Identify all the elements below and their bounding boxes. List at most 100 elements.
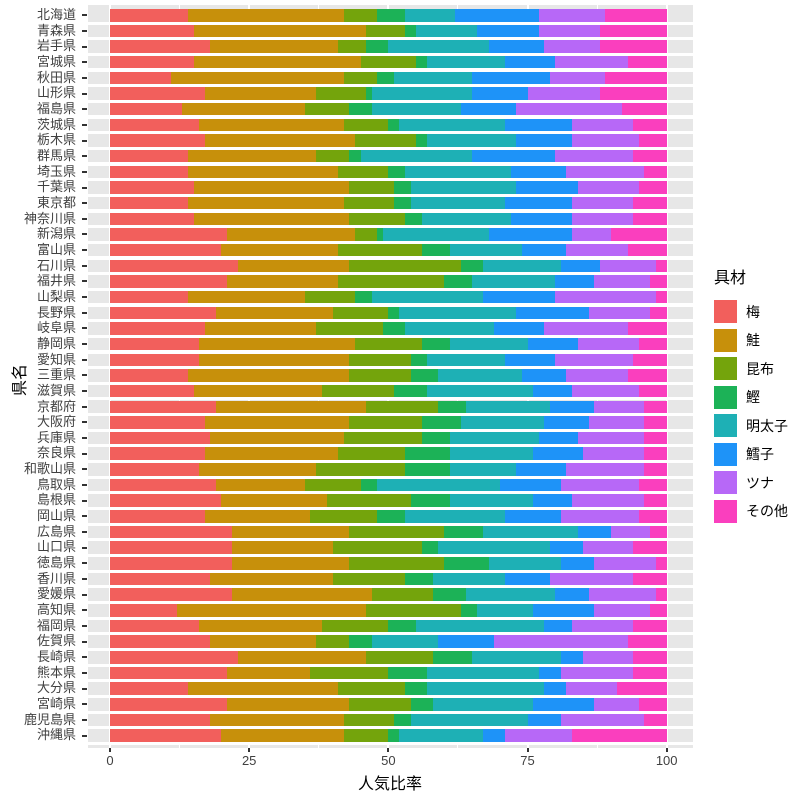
bar-segment-鮭 [238, 259, 350, 273]
y-axis-tick [82, 92, 87, 95]
bar-segment-梅 [110, 322, 205, 335]
bar-segment-鰹 [432, 651, 472, 664]
bar-segment-その他 [644, 463, 667, 476]
bar-segment-その他 [644, 431, 667, 445]
bar-segment-昆布 [366, 24, 406, 38]
y-axis-label: 宮城県 [36, 53, 76, 69]
bar-segment-鱈子 [533, 494, 573, 507]
bar-segment-鰹 [405, 447, 450, 460]
bar-segment-ツナ [577, 181, 639, 194]
bar-segment-その他 [649, 525, 667, 539]
x-axis-title: 人気比率 [357, 776, 422, 793]
bar-segment-昆布 [338, 275, 444, 288]
bar-segment-鱈子 [494, 322, 545, 335]
y-axis-tick [82, 421, 87, 424]
bar-segment-梅 [110, 71, 172, 85]
bar-segment-ツナ [560, 666, 634, 680]
y-axis-label: 山形県 [36, 85, 76, 101]
bar-segment-その他 [655, 259, 667, 273]
row-gap-stripe [88, 741, 693, 746]
bar-segment-明太子 [427, 666, 539, 680]
y-axis-tick [82, 264, 87, 267]
bar-segment-梅 [110, 306, 216, 320]
bar-segment-昆布 [321, 384, 394, 398]
row-gap-stripe [88, 225, 693, 229]
bar-segment-ツナ [505, 729, 573, 742]
row-gap-stripe [88, 193, 693, 197]
bar-segment-その他 [655, 588, 667, 601]
bar-segment-鮭 [182, 102, 305, 116]
y-axis-tick [82, 718, 87, 721]
bar-segment-鮭 [199, 353, 350, 367]
y-axis-label: 長野県 [36, 304, 76, 320]
bar-segment-梅 [110, 165, 188, 179]
x-axis-tick [526, 748, 529, 752]
bar-segment-鱈子 [533, 698, 595, 711]
bar-segment-鰹 [382, 322, 406, 335]
bar-segment-鱈子 [505, 510, 561, 523]
row-gap-stripe [88, 84, 693, 88]
bar-segment-その他 [655, 290, 667, 304]
y-axis-tick [82, 671, 87, 674]
bar-segment-その他 [644, 416, 667, 429]
bar-segment-鱈子 [560, 557, 595, 570]
bar-segment-昆布 [343, 118, 389, 132]
bar-segment-明太子 [377, 478, 500, 492]
row-gap-stripe [88, 240, 693, 244]
legend-key: その他 [714, 499, 788, 523]
row-gap-stripe [88, 131, 693, 135]
y-axis-tick [82, 186, 87, 189]
bar-segment-その他 [605, 71, 667, 85]
bar-segment-昆布 [315, 87, 367, 100]
bar-segment-明太子 [477, 604, 534, 617]
bar-segment-ツナ [555, 55, 628, 69]
bar-segment-鰹 [444, 557, 489, 570]
bar-segment-鮭 [187, 165, 339, 179]
bar-segment-梅 [110, 431, 211, 445]
row-gap-stripe [88, 491, 693, 495]
bar-segment-ツナ [572, 619, 634, 633]
legend-swatch-梅 [714, 300, 737, 323]
bar-segment-その他 [638, 510, 667, 523]
bar-segment-明太子 [371, 290, 483, 304]
plot-panel [88, 5, 693, 748]
bar-segment-昆布 [304, 478, 361, 492]
bar-segment-梅 [110, 510, 205, 523]
row-gap-stripe [88, 303, 693, 307]
y-axis-tick [82, 61, 87, 64]
bar-segment-梅 [110, 572, 211, 586]
bar-segment-その他 [616, 682, 667, 695]
bar-segment-鰹 [377, 9, 406, 22]
legend-key: ツナ [714, 471, 788, 494]
bar-segment-明太子 [388, 40, 489, 53]
bar-segment-ツナ [572, 384, 639, 398]
x-axis-tick-label: 75 [520, 753, 535, 768]
bar-segment-ツナ [588, 306, 650, 320]
bar-segment-明太子 [466, 400, 550, 413]
row-gap-stripe [88, 21, 693, 25]
bar-segment-明太子 [427, 55, 506, 69]
y-axis-tick [82, 233, 87, 236]
bar-segment-明太子 [399, 306, 517, 320]
bar-segment-鰹 [421, 243, 450, 257]
bar-segment-鱈子 [477, 24, 539, 38]
y-axis-tick [82, 405, 87, 408]
y-axis-label: 宮崎県 [36, 696, 76, 712]
bar-segment-鮭 [210, 431, 344, 445]
bar-segment-明太子 [427, 384, 534, 398]
y-axis-tick [82, 76, 87, 79]
bar-segment-梅 [110, 259, 239, 273]
bar-segment-鰹 [366, 87, 372, 100]
bar-segment-昆布 [304, 290, 355, 304]
bar-segment-鮭 [226, 666, 311, 680]
bar-segment-鮭 [193, 212, 350, 226]
bar-segment-昆布 [332, 572, 406, 586]
bar-segment-鮭 [199, 463, 316, 476]
row-gap-stripe [88, 679, 693, 683]
bar-segment-鰹 [421, 431, 450, 445]
bar-segment-梅 [110, 682, 188, 695]
bar-segment-鰹 [388, 666, 428, 680]
bar-segment-鮭 [221, 494, 328, 507]
bar-segment-ツナ [577, 431, 645, 445]
bar-segment-鱈子 [555, 588, 589, 601]
